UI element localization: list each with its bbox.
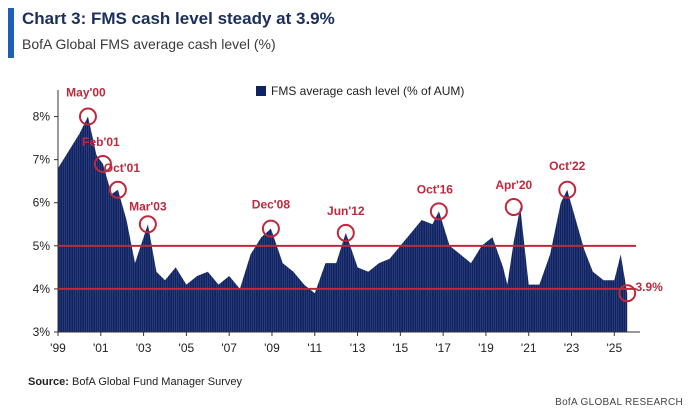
annotation-label: 3.9%	[635, 280, 663, 294]
source-note: Source: BofA Global Fund Manager Survey	[28, 376, 242, 388]
x-tick-label: '11	[307, 341, 322, 355]
x-tick-label: '09	[264, 341, 280, 355]
y-tick-label: 8%	[33, 110, 51, 124]
annotation-circle	[138, 215, 157, 234]
x-tick-label: '25	[607, 341, 623, 355]
annotation-circle	[93, 154, 112, 173]
x-tick-label: '99	[50, 341, 66, 355]
annotation-label: Oct'22	[549, 159, 586, 173]
annotation-circle	[108, 180, 127, 199]
source-label: Source:	[28, 376, 69, 388]
annotation-label: Feb'01	[82, 135, 120, 149]
y-tick-label: 4%	[33, 282, 51, 296]
y-tick-label: 6%	[33, 196, 51, 210]
x-tick-label: '01	[93, 341, 109, 355]
y-tick-label: 7%	[33, 153, 51, 167]
annotation-circle	[504, 198, 523, 217]
x-tick-label: '21	[521, 341, 537, 355]
annotation-circle	[78, 107, 97, 126]
annotation-label: Jun'12	[327, 204, 365, 218]
annotation-circle	[336, 223, 355, 242]
x-tick-label: '13	[350, 341, 366, 355]
annotation-circle	[261, 219, 280, 238]
annotation-circle	[429, 202, 448, 221]
brand-label: BofA GLOBAL RESEARCH	[555, 397, 683, 408]
x-tick-label: '15	[393, 341, 409, 355]
annotation-circle	[618, 284, 637, 303]
title-accent-bar	[8, 8, 14, 58]
cash-level-area	[58, 116, 628, 332]
legend-label: FMS average cash level (% of AUM)	[271, 84, 464, 98]
annotation-label: Oct'01	[104, 161, 141, 175]
x-tick-label: '03	[136, 341, 152, 355]
annotation-label: May'00	[66, 86, 106, 100]
x-tick-label: '05	[179, 341, 195, 355]
x-tick-label: '17	[435, 341, 451, 355]
y-tick-label: 3%	[33, 325, 51, 339]
source-text: BofA Global Fund Manager Survey	[72, 376, 243, 388]
annotation-label: Mar'03	[129, 199, 167, 213]
x-tick-label: '23	[564, 341, 580, 355]
annotation-label: Apr'20	[495, 178, 532, 192]
legend-swatch	[256, 86, 266, 96]
x-tick-label: '19	[478, 341, 494, 355]
annotation-circle	[558, 180, 577, 199]
x-tick-label: '07	[221, 341, 237, 355]
y-tick-label: 5%	[33, 239, 51, 253]
annotation-label: Oct'16	[417, 182, 454, 196]
annotation-label: Dec'08	[252, 198, 291, 212]
chart-subtitle: BofA Global FMS average cash level (%)	[22, 36, 276, 52]
chart-title: Chart 3: FMS cash level steady at 3.9%	[22, 9, 335, 28]
